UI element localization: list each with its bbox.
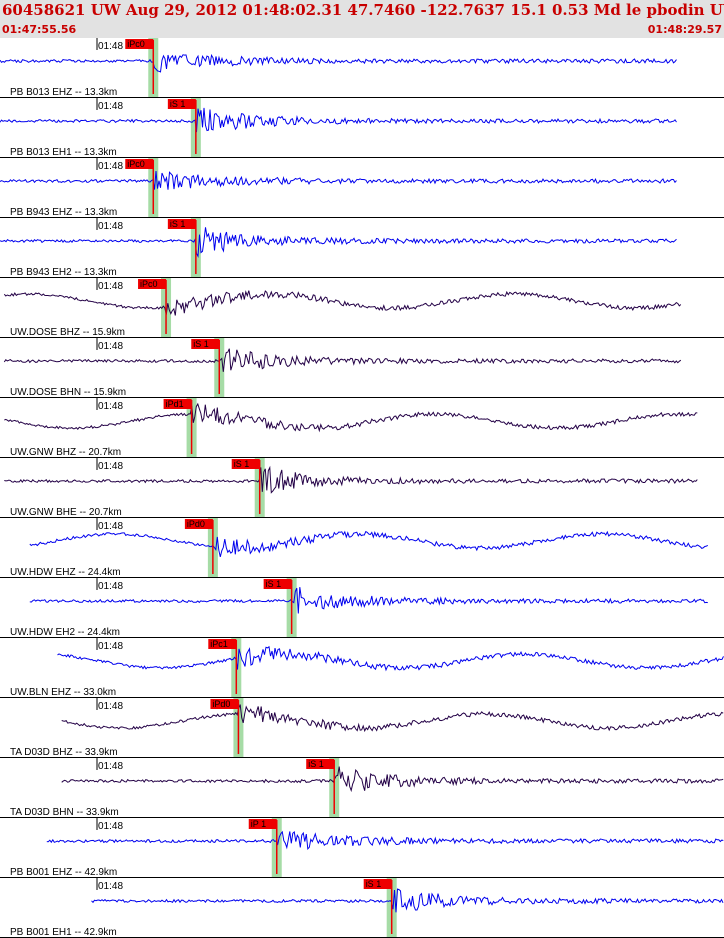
trace-row: iPd0 01:48 TA D03D BHZ -- 33.9km: [0, 698, 724, 758]
trace-row: iS 1 01:48 UW.HDW EH2 -- 24.4km: [0, 578, 724, 638]
pick-tag: [248, 819, 277, 829]
pick-label: iPc0: [127, 39, 145, 49]
trace-row: iPd0 01:48 UW.HDW EHZ -- 24.4km: [0, 518, 724, 578]
pick-label: iPd0: [212, 699, 230, 709]
station-label: UW.HDW EH2 -- 24.4km: [10, 627, 120, 638]
station-label: UW.BLN EHZ -- 33.0km: [10, 687, 116, 698]
time-tick-label: 01:48: [98, 521, 123, 532]
seismogram-panel: iPc0 01:48 PB B013 EHZ -- 13.3km iS 1 01:48 P…: [0, 38, 724, 938]
pick-tag: [125, 39, 154, 49]
pick-label: iS 1: [366, 879, 382, 889]
waveform-line: [4, 402, 698, 433]
pick-label: iS 1: [234, 459, 250, 469]
station-label: UW.DOSE BHN -- 15.9km: [10, 387, 126, 398]
time-tick-label: 01:48: [98, 341, 123, 352]
window-start-time: 01:47:55.56: [2, 23, 77, 36]
waveform-line: [29, 587, 708, 614]
waveform-line: [0, 107, 677, 133]
trace-row: iS 1 01:48 PB B001 EH1 -- 42.9km: [0, 878, 724, 938]
pick-tag: [210, 699, 239, 709]
time-tick-label: 01:48: [98, 821, 123, 832]
window-end-time: 01:48:29.57: [647, 23, 722, 36]
station-label: UW.GNW BHE -- 20.7km: [10, 507, 122, 518]
pick-label: iPc0: [140, 279, 158, 289]
time-tick-label: 01:48: [98, 761, 123, 772]
pick-tag: [138, 279, 167, 289]
pick-tag: [363, 879, 392, 889]
pick-label: iS 1: [193, 339, 209, 349]
time-tick-label: 01:48: [98, 281, 123, 292]
waveform-line: [61, 704, 724, 733]
time-tick-label: 01:48: [98, 41, 123, 52]
waveform-line: [0, 227, 677, 258]
pick-tag: [184, 519, 213, 529]
pick-tag: [208, 639, 237, 649]
time-tick-label: 01:48: [98, 221, 123, 232]
pick-label: iS 1: [266, 579, 282, 589]
time-tick-label: 01:48: [98, 701, 123, 712]
time-tick-label: 01:48: [98, 641, 123, 652]
pick-tag: [191, 339, 220, 349]
trace-row: iS 1 01:48 UW.DOSE BHN -- 15.9km: [0, 338, 724, 398]
waveform-line: [57, 645, 724, 672]
pick-label: iPd1: [166, 399, 184, 409]
waveform-line: [91, 888, 724, 913]
station-label: PB B001 EHZ -- 42.9km: [10, 867, 117, 878]
header-bar: 60458621 UW Aug 29, 2012 01:48:02.31 47.…: [0, 0, 724, 38]
pick-label: iPc0: [127, 159, 145, 169]
waveform-line: [61, 766, 724, 793]
station-label: PB B001 EH1 -- 42.9km: [10, 927, 117, 938]
waveform-line: [4, 465, 698, 494]
waveform-line: [0, 53, 677, 73]
trace-row: iS 1 01:48 PB B013 EH1 -- 13.3km: [0, 98, 724, 158]
trace-row: iPc0 01:48 PB B013 EHZ -- 13.3km: [0, 38, 724, 98]
time-tick-label: 01:48: [98, 101, 123, 112]
pick-label: iPd0: [187, 519, 205, 529]
trace-row: iS 1 01:48 PB B943 EH2 -- 13.3km: [0, 218, 724, 278]
station-label: UW.GNW BHZ -- 20.7km: [10, 447, 121, 458]
event-title: 60458621 UW Aug 29, 2012 01:48:02.31 47.…: [2, 1, 724, 19]
pick-label: iPc1: [210, 639, 228, 649]
pick-tag: [167, 99, 196, 109]
trace-row: iPc0 01:48 UW.DOSE BHZ -- 15.9km: [0, 278, 724, 338]
station-label: PB B943 EHZ -- 13.3km: [10, 207, 117, 218]
station-label: PB B013 EH1 -- 13.3km: [10, 147, 117, 158]
trace-row: iP 1 01:48 PB B001 EHZ -- 42.9km: [0, 818, 724, 878]
station-label: PB B013 EHZ -- 13.3km: [10, 87, 117, 98]
pick-label: iS 1: [308, 759, 324, 769]
pick-tag: [306, 759, 335, 769]
trace-row: iS 1 01:48 UW.GNW BHE -- 20.7km: [0, 458, 724, 518]
time-tick-label: 01:48: [98, 461, 123, 472]
trace-row: iPc0 01:48 PB B943 EHZ -- 13.3km: [0, 158, 724, 218]
time-tick-label: 01:48: [98, 401, 123, 412]
station-label: UW.HDW EHZ -- 24.4km: [10, 567, 121, 578]
pick-label: iS 1: [170, 99, 186, 109]
station-label: TA D03D BHN -- 33.9km: [10, 807, 119, 818]
time-tick-label: 01:48: [98, 881, 123, 892]
time-tick-label: 01:48: [98, 581, 123, 592]
trace-row: iPd1 01:48 UW.GNW BHZ -- 20.7km: [0, 398, 724, 458]
waveform-line: [0, 170, 677, 190]
pick-tag: [167, 219, 196, 229]
waveform-line: [3, 348, 682, 372]
waveform-line: [3, 290, 682, 316]
pick-label: iS 1: [170, 219, 186, 229]
pick-label: iP 1: [251, 819, 266, 829]
pick-tag: [263, 579, 292, 589]
pick-tag: [231, 459, 260, 469]
waveform-line: [46, 830, 724, 851]
trace-row: iS 1 01:48 TA D03D BHN -- 33.9km: [0, 758, 724, 818]
trace-row: iPc1 01:48 UW.BLN EHZ -- 33.0km: [0, 638, 724, 698]
time-tick-label: 01:48: [98, 161, 123, 172]
waveform-line: [29, 530, 709, 558]
station-label: UW.DOSE BHZ -- 15.9km: [10, 327, 125, 338]
pick-tag: [125, 159, 154, 169]
pick-tag: [163, 399, 192, 409]
station-label: PB B943 EH2 -- 13.3km: [10, 267, 117, 278]
station-label: TA D03D BHZ -- 33.9km: [10, 747, 118, 758]
